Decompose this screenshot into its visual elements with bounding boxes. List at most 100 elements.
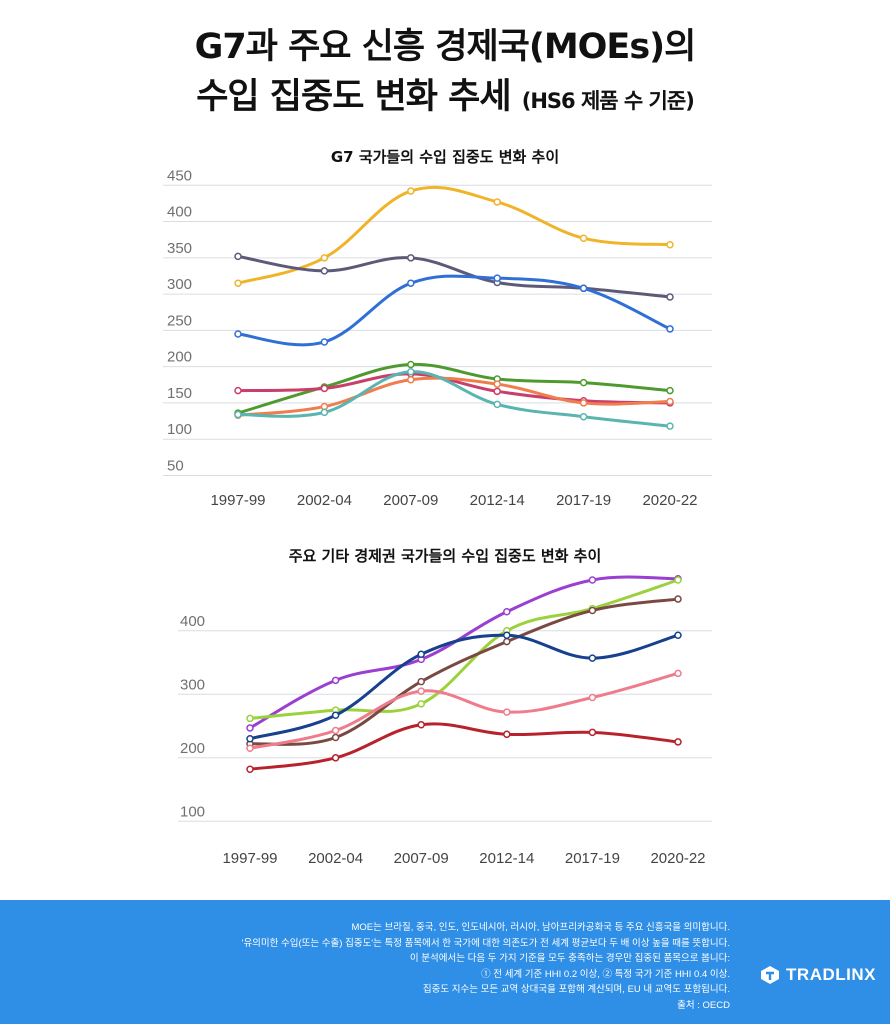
footer-note: ① 전 세계 기준 HHI 0.2 이상, ② 특정 국가 기준 HHI 0.4… [481,968,730,980]
data-point [320,254,329,262]
data-point [234,279,242,287]
y-tick-label: 300 [180,676,205,693]
data-point [320,267,329,275]
data-point [503,637,511,646]
series-line [236,254,672,299]
data-point [417,650,425,659]
data-point [407,279,415,287]
data-point [407,254,415,262]
footer-banner: MOE는 브라질, 중국, 인도, 인도네시아, 러시아, 남아프리카공화국 등… [0,900,890,1024]
series-3 [246,631,682,743]
data-point [246,744,254,753]
data-point [331,754,340,762]
y-tick-label: 50 [167,457,184,474]
series-2 [234,274,674,347]
y-tick-label: 100 [180,803,205,820]
data-point [579,234,588,242]
data-point [246,765,254,773]
data-point [320,384,329,393]
data-point [503,708,511,716]
data-point [320,338,329,346]
data-point [588,576,597,584]
data-point [407,367,415,376]
data-point [331,676,340,685]
data-point [579,412,588,421]
series-4 [246,669,682,753]
data-point [674,738,682,746]
data-point [588,693,597,702]
x-tick-label: 2012-14 [470,492,525,509]
tradlinx-logo-icon [761,966,780,984]
series-2 [246,595,682,748]
series-6 [234,367,674,430]
moe-import-concentration-chart: 100 200 300 400 1997-99 2002-04 2007-09 2012-14… [178,574,712,867]
data-point [493,198,501,206]
data-point [503,730,511,739]
x-tick-label: 2007-09 [383,492,438,509]
brand-name: TRADLINX [786,965,876,984]
x-tick-label: 2007-09 [394,850,449,867]
series-line [248,671,680,750]
chart1-title: G7 국가들의 수입 집중도 변화 추이 [330,148,560,166]
series-line [236,185,672,285]
data-point [407,187,415,195]
series-line [236,372,672,405]
series-4 [234,370,674,407]
data-point [331,726,340,735]
data-point [579,378,588,387]
data-point [234,252,242,261]
footer-note: 집중도 지수는 모든 교역 상대국을 포함해 계산되며, EU 내 교역도 포함… [422,984,730,995]
y-tick-label: 400 [180,613,205,630]
series-5 [246,721,682,773]
y-tick-label: 200 [167,349,192,366]
series-line [236,274,672,347]
x-tick-label: 2017-19 [565,850,620,867]
data-point [417,700,425,708]
data-point [666,325,674,333]
series-line [248,597,680,746]
data-point [674,576,682,584]
y-tick-label: 350 [167,240,192,257]
data-point [674,669,682,678]
series-line [236,370,672,428]
data-point [331,733,340,742]
page-title-line2: 수입 집중도 변화 추세 (HS6 제품 수 기준) [0,80,890,115]
data-point [588,728,597,737]
data-point [493,274,501,282]
data-point [666,397,674,406]
data-point [674,595,682,603]
data-point [666,386,674,395]
data-point [246,714,254,723]
chart2-title: 주요 기타 경제권 국가들의 수입 집중도 변화 추이 [288,547,602,565]
data-point [588,606,597,615]
data-point [493,400,501,409]
data-point [666,293,674,301]
data-point [666,241,674,249]
y-tick-label: 100 [167,421,192,438]
y-tick-label: 200 [180,740,205,757]
x-tick-label: 2002-04 [297,492,352,509]
data-point [234,330,242,338]
data-point [674,631,682,639]
footer-note: MOE는 브라질, 중국, 인도, 인도네시아, 러시아, 남아프리카공화국 등… [351,922,730,933]
x-tick-label: 2012-14 [479,850,534,867]
gridlines [178,630,712,822]
data-point [666,422,674,430]
y-tick-label: 450 [167,170,192,184]
data-point [246,735,254,743]
gridlines [163,184,712,476]
y-tick-label: 400 [167,204,192,221]
page-title-subtitle: (HS6 제품 수 기준) [521,89,695,113]
page-title-main: 수입 집중도 변화 추세 [196,77,511,117]
series-line [248,722,680,771]
y-tick-label: 250 [167,312,192,329]
data-point [503,608,511,616]
footer-source: 출처 : OECD [677,999,730,1011]
y-tick-label: 300 [167,276,192,293]
data-point [579,284,588,293]
data-point [407,360,415,369]
footer-notes: MOE는 브라질, 중국, 인도, 인도네시아, 러시아, 남아프리카공화국 등… [170,920,730,1013]
data-point [579,399,588,407]
data-point [417,721,425,729]
footer-note: '유의미한 수입(또는 수출) 집중도'는 특정 품목에서 한 국가에 대한 의… [241,937,730,949]
